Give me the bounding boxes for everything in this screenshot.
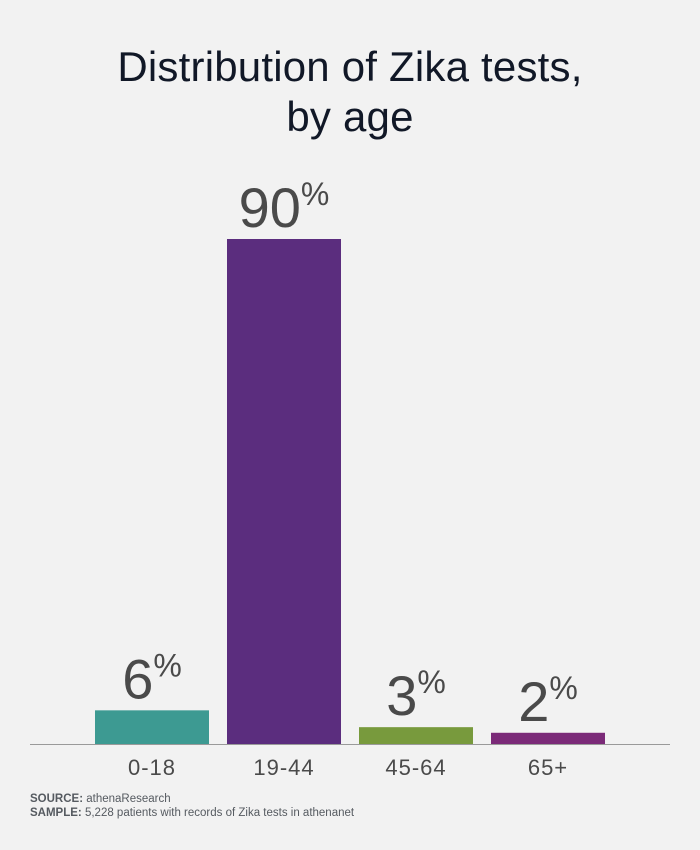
bar-19-44 [227, 239, 341, 744]
chart-title-line-1: Distribution of Zika tests, [117, 43, 583, 90]
sample-label: SAMPLE: [30, 807, 82, 819]
sample-line: SAMPLE: 5,228 patients with records of Z… [30, 806, 354, 820]
data-label-0-18: 6% [122, 647, 182, 710]
source-line: SOURCE: athenaResearch [30, 792, 354, 806]
bar-45-64 [359, 727, 473, 744]
bar-65+ [491, 732, 605, 744]
category-label-45-64: 45-64 [385, 755, 446, 780]
sample-text: 5,228 patients with records of Zika test… [84, 807, 355, 819]
source-text: athenaResearch [86, 793, 171, 805]
chart-title: Distribution of Zika tests, by age [40, 42, 660, 142]
data-label-45-64: 3% [386, 664, 446, 727]
bar-chart: 6% 0-18 90% 19-44 3% 45-64 2% 65+ [30, 176, 670, 780]
data-label-65+: 2% [518, 670, 578, 733]
chart-footer: SOURCE: athenaResearch SAMPLE: 5,228 pat… [30, 792, 354, 820]
category-label-19-44: 19-44 [253, 755, 314, 780]
source-label: SOURCE: [30, 793, 84, 805]
bar-0-18 [95, 710, 209, 744]
category-label-0-18: 0-18 [128, 755, 176, 780]
chart-title-line-2: by age [286, 93, 414, 140]
category-label-65+: 65+ [528, 755, 568, 780]
data-label-19-44: 90% [239, 176, 330, 239]
